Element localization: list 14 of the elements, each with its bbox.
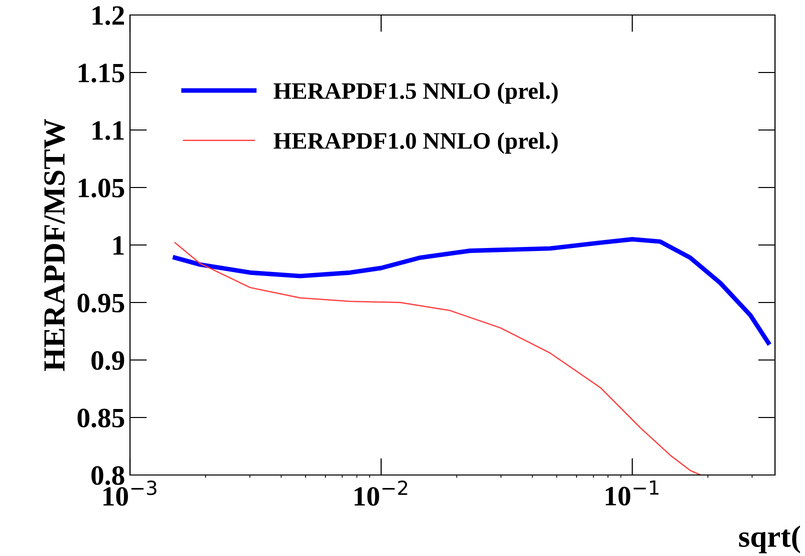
legend-label: HERAPDF1.0 NNLO (prel.) bbox=[274, 132, 558, 154]
y-tick-label: 1.2 bbox=[92, 6, 124, 26]
y-tick-label: 0.9 bbox=[91, 351, 124, 370]
y-tick-label: 0.95 bbox=[78, 294, 124, 313]
y-tick-label: 0.85 bbox=[78, 408, 124, 428]
y-axis-title: HERAPDF/MSTW bbox=[44, 119, 65, 371]
y-tick-label: 1 bbox=[113, 236, 124, 255]
x-tick-label: 10$^{−2}$ bbox=[354, 480, 408, 506]
legend-label: HERAPDF1.5 NNLO (prel.) bbox=[274, 82, 558, 104]
x-axis-title: sqrt( bbox=[739, 526, 800, 554]
y-tick-label: 1.1 bbox=[92, 121, 124, 140]
y-tick-label: 1.15 bbox=[78, 64, 124, 83]
y-tick-label: 1.05 bbox=[78, 178, 124, 198]
x-tick-label: 10$^{−1}$ bbox=[606, 480, 658, 506]
